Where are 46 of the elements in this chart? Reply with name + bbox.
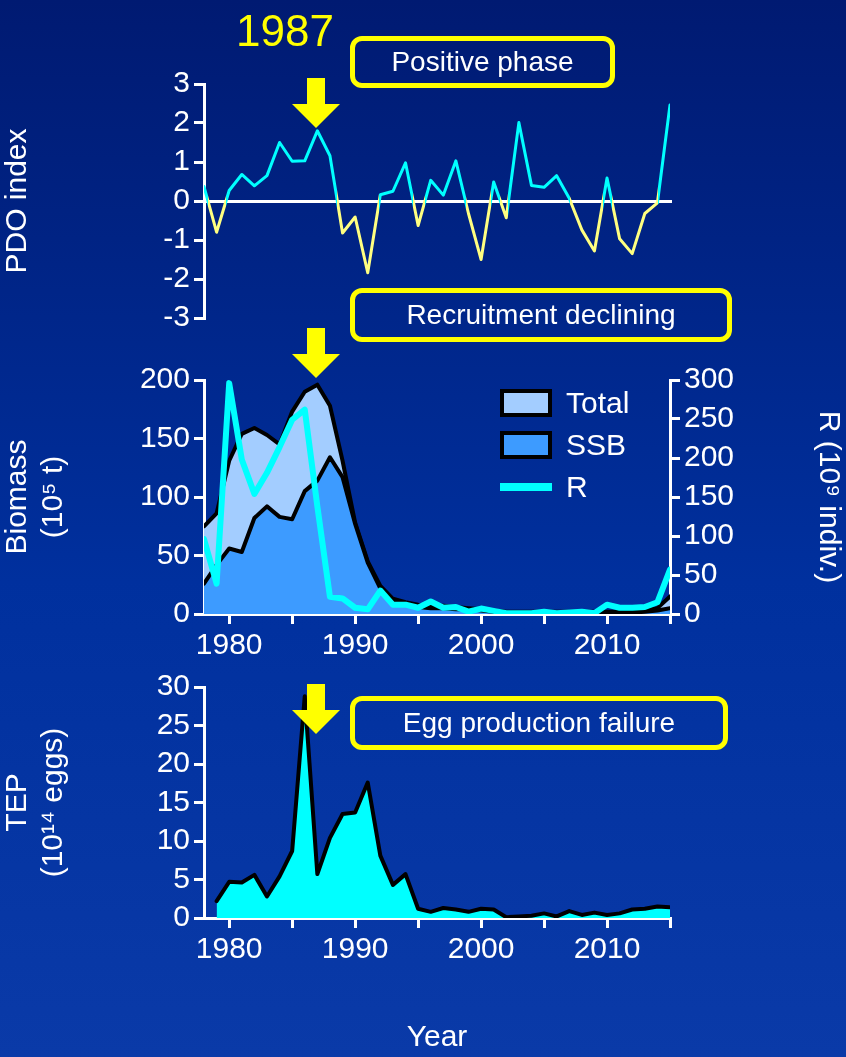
legend-label: SSB [566,428,627,462]
legend-label: Total [566,386,630,420]
y-tick-label: 3 [173,65,190,99]
y-tick-label: 0 [173,899,190,933]
x-tick-label: 2010 [573,627,641,661]
x-tick-label: 1980 [195,931,263,965]
legend-label: R [566,470,588,504]
x-tick-label: 1990 [321,931,389,965]
x-tick-label: 1980 [195,627,263,661]
y-tick-label: 10 [156,822,190,856]
y2-tick-label: 100 [684,517,735,551]
x-axis-title: Year [406,1019,468,1053]
y-tick-label: 50 [156,536,190,570]
y-axis-title: TEP (10¹⁴ eggs) [0,727,69,878]
y-tick-label: 150 [139,419,190,453]
y-tick-label: -2 [163,260,190,294]
y-axis-title: PDO index [0,128,33,274]
y-tick-label: -1 [163,221,190,255]
x-tick-label: 2000 [447,627,515,661]
y-tick-label: 0 [173,182,190,216]
y2-axis-title: R (10⁹ indiv.) [813,410,846,584]
text: Positive phase [350,36,615,88]
annotation: Egg production failure [350,696,728,750]
x-tick-label: 2010 [573,931,641,965]
y-tick-label: 2 [173,104,190,138]
y2-tick-label: 300 [684,361,735,395]
x-tick-label: 2000 [447,931,515,965]
text: 1987 [236,6,334,56]
y-tick-label: 25 [156,706,190,740]
y-tick-label: 5 [173,860,190,894]
y2-tick-label: 250 [684,400,735,434]
x-tick-label: 1990 [321,627,389,661]
y2-tick-label: 150 [684,478,735,512]
y-tick-label: -3 [163,299,190,333]
y-tick-label: 15 [156,783,190,817]
y-tick-label: 1 [173,143,190,177]
y2-tick-label: 0 [684,595,701,629]
y-tick-label: 20 [156,745,190,779]
y-tick-label: 0 [173,595,190,629]
y-tick-label: 30 [156,668,190,702]
y2-tick-label: 50 [684,556,718,590]
annotation: Recruitment declining [350,288,732,342]
y-tick-label: 200 [139,361,190,395]
y2-tick-label: 200 [684,439,735,473]
y-axis-title: Biomass (10⁵ t) [0,439,69,555]
y-tick-label: 100 [139,478,190,512]
